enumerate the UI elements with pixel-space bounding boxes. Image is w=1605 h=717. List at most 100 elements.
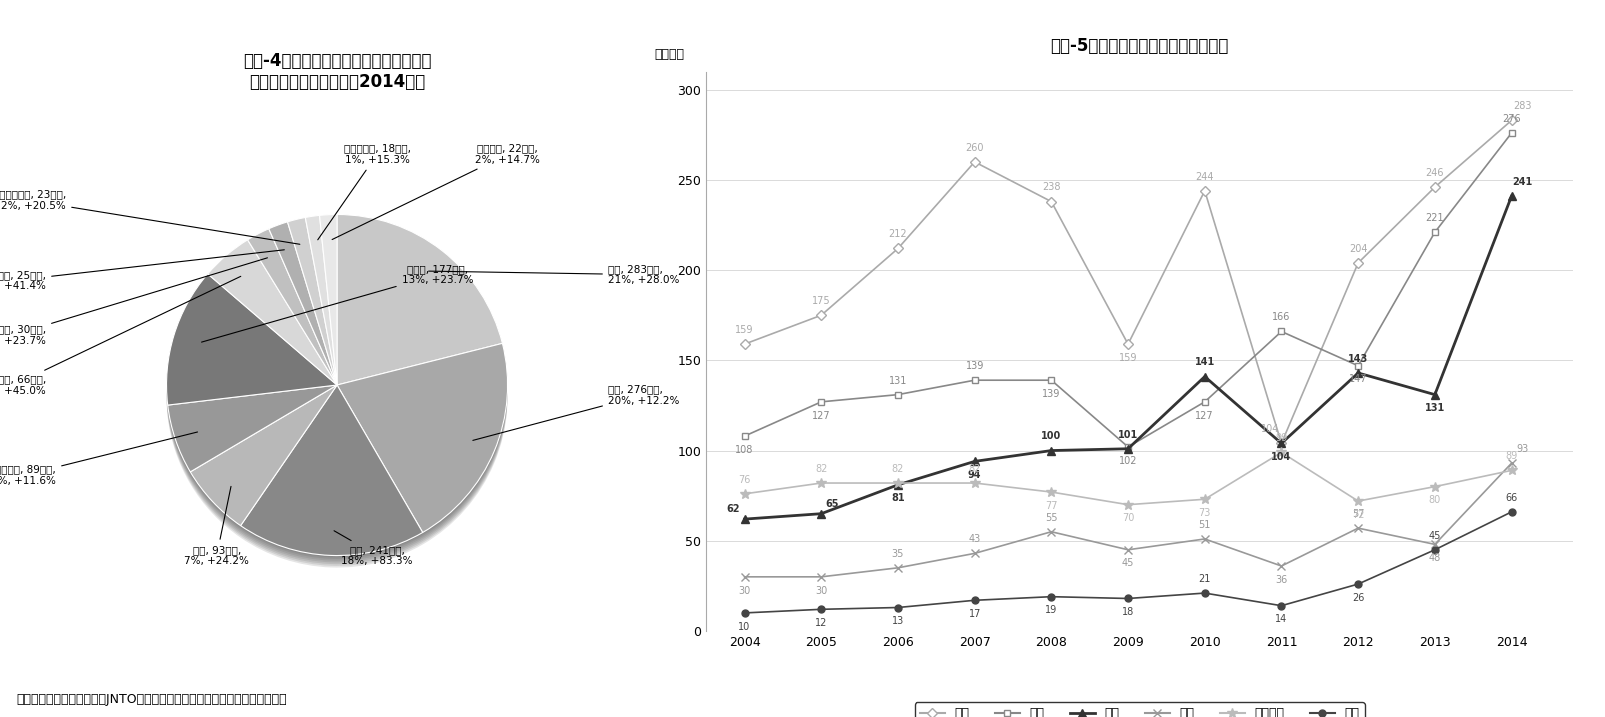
台湾 <box>1042 197 1061 206</box>
Text: 51: 51 <box>1199 520 1210 530</box>
Text: フィリピン, 18万人,
1%, +15.3%: フィリピン, 18万人, 1%, +15.3% <box>318 143 411 239</box>
Wedge shape <box>247 236 337 392</box>
Text: 30: 30 <box>815 586 827 596</box>
タイ <box>812 605 831 614</box>
Wedge shape <box>305 221 337 390</box>
Wedge shape <box>287 229 337 397</box>
Text: シンガポール, 23万人,
2%, +20.5%: シンガポール, 23万人, 2%, +20.5% <box>0 189 300 244</box>
Wedge shape <box>167 395 337 483</box>
Wedge shape <box>247 229 337 385</box>
Text: 57: 57 <box>1351 509 1364 519</box>
Wedge shape <box>337 217 502 386</box>
台湾 <box>1196 186 1215 195</box>
Wedge shape <box>167 386 337 474</box>
アメリカ <box>1042 488 1061 496</box>
中国 <box>812 509 831 518</box>
Wedge shape <box>305 222 337 392</box>
Wedge shape <box>241 389 422 559</box>
Wedge shape <box>167 274 337 405</box>
中国 <box>735 515 754 523</box>
Text: 韓国, 276万人,
20%, +12.2%: 韓国, 276万人, 20%, +12.2% <box>473 384 679 440</box>
香港 <box>965 549 984 558</box>
Text: 276: 276 <box>1502 114 1522 124</box>
Wedge shape <box>337 350 507 539</box>
Wedge shape <box>207 239 337 385</box>
Text: 82: 82 <box>892 464 904 474</box>
アメリカ <box>1196 495 1215 503</box>
アメリカ <box>1271 448 1290 457</box>
Text: 238: 238 <box>1042 183 1061 192</box>
Wedge shape <box>167 392 337 479</box>
Wedge shape <box>268 222 337 385</box>
韓国 <box>965 376 984 384</box>
Wedge shape <box>167 389 337 475</box>
香港 <box>1348 524 1367 533</box>
Text: 45: 45 <box>1428 531 1441 541</box>
Wedge shape <box>337 343 507 533</box>
Text: 73: 73 <box>1199 508 1210 518</box>
香港 <box>1196 535 1215 543</box>
Wedge shape <box>241 385 422 556</box>
アメリカ <box>735 490 754 498</box>
タイ <box>1196 589 1215 597</box>
Wedge shape <box>247 229 337 385</box>
Text: 17: 17 <box>968 609 981 619</box>
Wedge shape <box>319 217 337 386</box>
中国 <box>965 457 984 465</box>
Text: 100: 100 <box>1042 432 1061 442</box>
Text: 45: 45 <box>1122 559 1135 569</box>
Text: 244: 244 <box>1196 171 1213 181</box>
Wedge shape <box>337 225 502 395</box>
Wedge shape <box>287 226 337 394</box>
Text: （万人）: （万人） <box>655 47 684 60</box>
Text: 104: 104 <box>1262 424 1279 435</box>
Wedge shape <box>167 279 337 410</box>
Wedge shape <box>167 284 337 415</box>
Wedge shape <box>337 352 507 541</box>
台湾 <box>812 311 831 320</box>
Wedge shape <box>287 219 337 386</box>
中国 <box>1425 390 1444 399</box>
Wedge shape <box>207 252 337 397</box>
Wedge shape <box>247 232 337 389</box>
Wedge shape <box>305 227 337 397</box>
Text: 14: 14 <box>1276 614 1287 625</box>
Wedge shape <box>305 219 337 389</box>
Wedge shape <box>207 243 337 389</box>
Wedge shape <box>167 277 337 409</box>
Text: 77: 77 <box>1045 500 1058 511</box>
Wedge shape <box>268 227 337 390</box>
Wedge shape <box>319 222 337 392</box>
Line: 韓国: 韓国 <box>742 130 1515 450</box>
Wedge shape <box>268 234 337 397</box>
Wedge shape <box>337 214 502 385</box>
Wedge shape <box>337 214 502 385</box>
Text: 豪州, 30万人,
2%, +23.7%: 豪州, 30万人, 2%, +23.7% <box>0 258 268 346</box>
Text: 99: 99 <box>1276 433 1287 443</box>
アメリカ <box>1119 500 1138 509</box>
Text: 108: 108 <box>735 445 754 455</box>
中国 <box>1271 439 1290 447</box>
韓国 <box>1196 397 1215 406</box>
Text: 221: 221 <box>1425 213 1444 223</box>
香港 <box>1502 459 1522 467</box>
Wedge shape <box>337 218 502 389</box>
Wedge shape <box>191 392 337 533</box>
Wedge shape <box>319 223 337 394</box>
Text: 101: 101 <box>1119 429 1138 440</box>
台湾 <box>888 244 907 253</box>
台湾 <box>735 340 754 348</box>
中国 <box>1502 192 1522 201</box>
Wedge shape <box>241 395 422 566</box>
Wedge shape <box>191 394 337 534</box>
Wedge shape <box>167 275 337 407</box>
中国 <box>1042 446 1061 455</box>
タイ <box>888 603 907 612</box>
Text: 139: 139 <box>966 361 984 371</box>
Text: 104: 104 <box>1271 452 1292 462</box>
Text: 43: 43 <box>968 534 981 544</box>
台湾 <box>1348 259 1367 267</box>
Text: 70: 70 <box>1122 513 1135 523</box>
Legend: 台湾, 韓国, 中国, 香港, アメリカ, タイ: 台湾, 韓国, 中国, 香港, アメリカ, タイ <box>915 703 1364 717</box>
Wedge shape <box>287 217 337 385</box>
